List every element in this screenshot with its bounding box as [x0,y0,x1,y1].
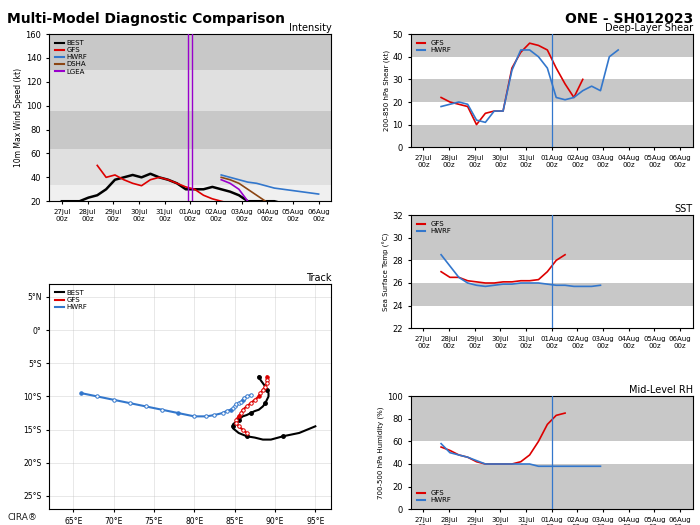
Bar [410,464,693,509]
Legend: BEST, GFS, HWRF, DSHA, LGEA: BEST, GFS, HWRF, DSHA, LGEA [52,38,90,77]
Bar [410,283,693,306]
Text: Track: Track [306,273,332,283]
Text: Deep-Layer Shear: Deep-Layer Shear [605,23,693,34]
Y-axis label: Sea Surface Temp (°C): Sea Surface Temp (°C) [382,233,389,311]
Text: ONE - SH012023: ONE - SH012023 [565,12,693,26]
Legend: GFS, HWRF: GFS, HWRF [414,218,454,237]
Legend: BEST, GFS, HWRF: BEST, GFS, HWRF [52,287,90,313]
Bar [410,79,693,102]
Bar [49,70,332,110]
Bar [49,184,332,201]
Bar [49,149,332,184]
Text: Mid-Level RH: Mid-Level RH [629,385,693,395]
Text: CIRA®: CIRA® [7,513,37,522]
Text: Multi-Model Diagnostic Comparison: Multi-Model Diagnostic Comparison [7,12,285,26]
Text: SST: SST [675,204,693,214]
Bar [49,110,332,149]
Bar [49,34,332,70]
Text: Intensity: Intensity [288,23,332,34]
Y-axis label: 10m Max Wind Speed (kt): 10m Max Wind Speed (kt) [14,68,22,167]
Bar [410,215,693,260]
Y-axis label: 200-850 hPa Shear (kt): 200-850 hPa Shear (kt) [383,50,389,131]
Bar [410,124,693,147]
Bar [410,34,693,57]
Bar [410,396,693,442]
Y-axis label: 700-500 hPa Humidity (%): 700-500 hPa Humidity (%) [378,406,384,499]
Legend: GFS, HWRF: GFS, HWRF [414,38,454,56]
Legend: GFS, HWRF: GFS, HWRF [414,487,454,506]
